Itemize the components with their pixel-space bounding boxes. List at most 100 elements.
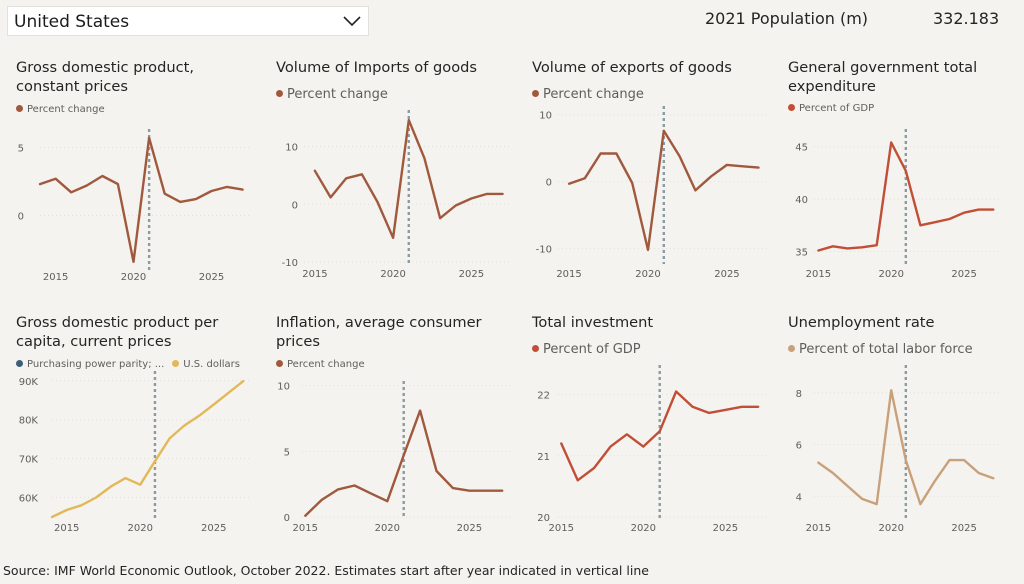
legend-label: Purchasing power parity; ...	[27, 359, 165, 370]
x-tick-label: 2015	[54, 523, 79, 534]
legend-item[interactable]: Percent change	[276, 87, 388, 102]
y-tick-label: 60K	[19, 494, 39, 505]
series-line	[38, 136, 244, 264]
x-tick-label: 2025	[459, 269, 484, 280]
chart-legend: Percent change	[276, 87, 396, 102]
y-tick-label: 40	[795, 195, 808, 206]
legend-item[interactable]: U.S. dollars	[172, 359, 240, 370]
chart-panel-gdp-per-capita: Gross domestic product per capita, curre…	[16, 313, 261, 557]
y-tick-label: 5	[284, 447, 290, 458]
y-tick-label: 90K	[19, 377, 39, 388]
chart-plot: -10 0 10 2015 2020 2025	[536, 106, 768, 280]
x-tick-label: 2020	[879, 269, 904, 280]
y-tick-label: 45	[795, 143, 808, 154]
chart-plot: 0 5 2015 2020 2025	[18, 129, 252, 283]
chart-plot: 20 21 22 2015 2020 2025	[537, 365, 768, 534]
legend-dot-icon	[276, 359, 283, 367]
chart-legend: Percent of GDP	[532, 342, 649, 357]
legend-item[interactable]: Purchasing power parity; ...	[16, 359, 164, 370]
x-tick-label: 2015	[806, 523, 831, 534]
legend-label: Percent change	[543, 87, 644, 102]
series-line	[817, 389, 995, 506]
country-dropdown[interactable]: United States	[7, 6, 369, 36]
series-line	[313, 118, 504, 240]
legend-label: Percent of GDP	[543, 342, 641, 357]
legend-item[interactable]: Percent change	[532, 87, 644, 102]
legend-label: U.S. dollars	[183, 359, 240, 370]
population-label: 2021 Population (m)	[705, 9, 869, 28]
legend-item[interactable]: Percent of GDP	[788, 103, 874, 114]
legend-item[interactable]: Percent change	[16, 104, 105, 115]
x-tick-label: 2020	[631, 523, 656, 534]
legend-dot-icon	[532, 90, 539, 97]
y-tick-label: 80K	[19, 416, 39, 427]
chart-plot: 35 40 45 2015 2020 2025	[795, 129, 1002, 280]
x-tick-label: 2025	[713, 523, 738, 534]
chart-legend: Purchasing power parity; ... U.S. dollars	[16, 359, 248, 370]
y-tick-label: 0	[284, 513, 290, 524]
chart-legend: Percent of GDP	[788, 103, 882, 114]
y-tick-label: 0	[18, 211, 24, 222]
legend-item[interactable]: Percent of total labor force	[788, 342, 973, 357]
chart-panel-investment: Total investment Percent of GDP 20 21 22 2015…	[532, 313, 777, 557]
chart-title: Total investment	[532, 314, 654, 331]
x-tick-label: 2020	[879, 523, 904, 534]
legend-dot-icon	[16, 104, 23, 112]
chart-title: Volume of Imports of goods	[276, 59, 477, 76]
legend-dot-icon	[788, 103, 795, 111]
chart-panel-imports: Volume of Imports of goods Percent change…	[276, 58, 521, 302]
y-tick-label: 0	[546, 178, 552, 189]
y-tick-label: 35	[795, 248, 808, 259]
x-tick-label: 2025	[951, 523, 976, 534]
x-tick-label: 2020	[380, 269, 405, 280]
y-tick-label: 10	[277, 382, 290, 393]
chart-title: General government total expenditure	[788, 59, 978, 95]
chart-panel-inflation: Inflation, average consumer prices Percen…	[276, 313, 521, 557]
y-tick-label: 70K	[19, 455, 39, 466]
y-tick-label: 0	[292, 200, 298, 211]
series-line	[817, 141, 995, 252]
chart-legend: Percent change	[532, 87, 652, 102]
chart-title: Gross domestic product, constant prices	[16, 59, 194, 95]
legend-label: Percent change	[287, 359, 365, 370]
legend-item[interactable]: Percent change	[276, 359, 365, 370]
chart-title: Inflation, average consumer prices	[276, 314, 482, 350]
chart-panel-exports: Volume of exports of goods Percent change…	[532, 58, 777, 302]
x-tick-label: 2020	[375, 523, 400, 534]
chart-legend: Percent change	[16, 104, 113, 115]
y-tick-label: 10	[539, 111, 552, 122]
legend-dot-icon	[172, 359, 180, 367]
x-tick-label: 2015	[43, 272, 68, 283]
y-tick-label: 6	[796, 441, 802, 452]
country-dropdown-value: United States	[14, 12, 130, 32]
series-line	[304, 409, 504, 517]
chart-plot: 60K 70K 80K 90K 2015 2020 2025	[19, 371, 252, 534]
chart-title: Gross domestic product per capita, curre…	[16, 314, 219, 350]
x-tick-label: 2025	[457, 523, 482, 534]
x-tick-label: 2020	[121, 272, 146, 283]
y-tick-label: 8	[796, 389, 802, 400]
legend-dot-icon	[16, 359, 23, 367]
chart-plot: 4 6 8 2015 2020 2025	[796, 365, 1002, 534]
y-tick-label: 22	[537, 391, 550, 402]
legend-item[interactable]: Percent of GDP	[532, 342, 641, 357]
x-tick-label: 2015	[806, 269, 831, 280]
chart-title: Volume of exports of goods	[532, 59, 732, 76]
chart-panel-gov-expenditure: General government total expenditure Perc…	[788, 58, 1024, 302]
y-tick-label: 21	[537, 452, 550, 463]
legend-dot-icon	[788, 345, 795, 352]
chart-panel-unemployment: Unemployment rate Percent of total labor …	[788, 313, 1024, 557]
x-tick-label: 2015	[556, 269, 581, 280]
y-tick-label: -10	[282, 258, 298, 269]
chart-title: Unemployment rate	[788, 314, 935, 331]
x-tick-label: 2025	[199, 272, 224, 283]
chart-legend: Percent change	[276, 359, 373, 370]
y-tick-label: -10	[536, 245, 552, 256]
chart-panel-gdp-constant: Gross domestic product, constant prices P…	[16, 58, 261, 302]
y-tick-label: 5	[18, 143, 24, 154]
series-line	[567, 129, 760, 252]
x-tick-label: 2025	[201, 523, 226, 534]
legend-label: Percent change	[27, 104, 105, 115]
x-tick-label: 2025	[714, 269, 739, 280]
chart-legend: Percent of total labor force	[788, 342, 981, 357]
